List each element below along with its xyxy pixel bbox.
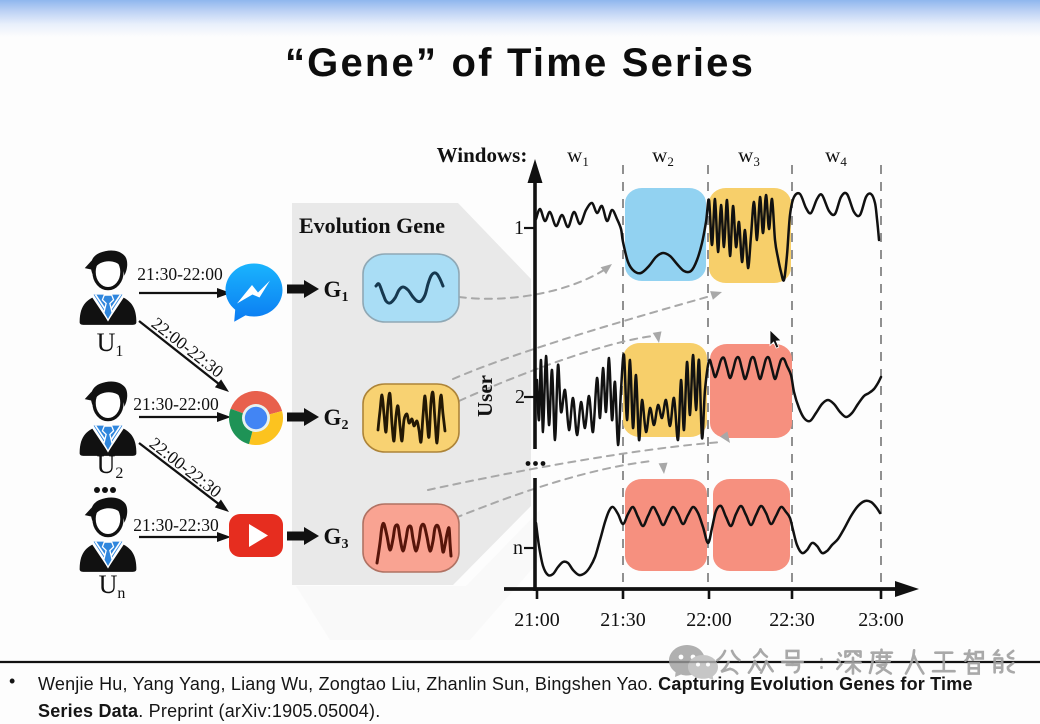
svg-text:21:30-22:00: 21:30-22:00 [137, 264, 223, 284]
svg-text:w3: w3 [738, 143, 760, 169]
svg-text:U1: U1 [97, 328, 124, 360]
svg-text:22:00-22:30: 22:00-22:30 [148, 313, 228, 382]
svg-text:21:30-22:30: 21:30-22:30 [133, 515, 219, 535]
svg-text:21:00: 21:00 [514, 609, 560, 631]
svg-text:User: User [473, 375, 497, 417]
svg-text:w1: w1 [567, 143, 589, 169]
svg-text:Un: Un [99, 570, 126, 602]
svg-text:n: n [513, 537, 523, 559]
svg-text:U2: U2 [97, 450, 124, 482]
svg-text:22:00: 22:00 [686, 609, 732, 631]
svg-text:1: 1 [514, 217, 524, 239]
svg-text:22:30: 22:30 [769, 609, 815, 631]
svg-text:22:00-22:30: 22:00-22:30 [146, 433, 226, 502]
svg-text:w2: w2 [652, 143, 674, 169]
svg-text:w4: w4 [825, 143, 847, 169]
svg-text:2: 2 [515, 386, 525, 408]
svg-text:Evolution Gene: Evolution Gene [299, 213, 445, 238]
svg-text:21:30: 21:30 [600, 609, 646, 631]
svg-text:23:00: 23:00 [858, 609, 904, 631]
svg-text:Windows:: Windows: [437, 143, 528, 167]
svg-text:21:30-22:00: 21:30-22:00 [133, 394, 219, 414]
